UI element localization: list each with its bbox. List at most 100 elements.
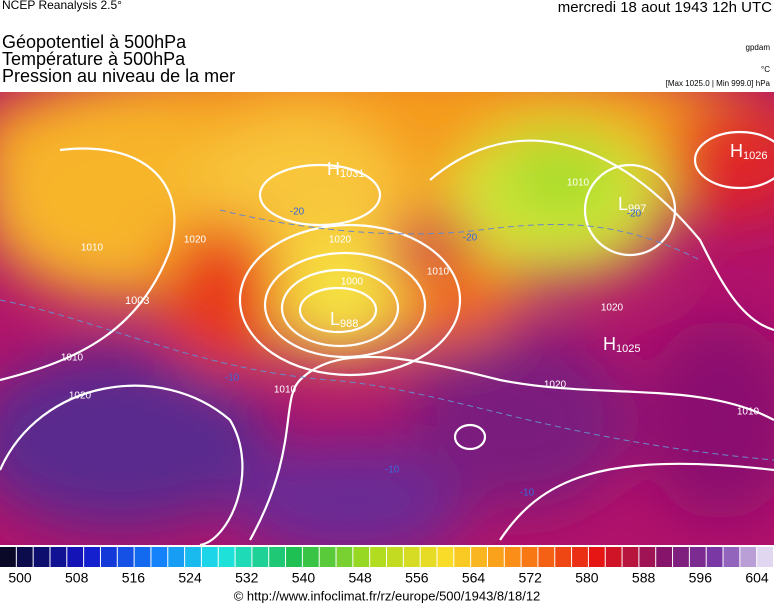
color-swatch (605, 547, 622, 567)
center-value: 1025 (616, 343, 640, 355)
color-swatch (100, 547, 117, 567)
footer: © http://www.infoclimat.fr/rz/europe/500… (234, 588, 541, 603)
color-swatch (504, 547, 521, 567)
title-line: Pression au niveau de la mer (2, 66, 235, 86)
center-letter: H (730, 141, 743, 161)
isobar-label: 1020 (184, 235, 207, 246)
center-letter: H (603, 334, 616, 354)
color-swatch (84, 547, 100, 567)
color-swatch (67, 547, 84, 567)
colorbar-label: 524 (178, 570, 202, 586)
colorbar-label: 596 (689, 570, 713, 586)
center-letter: H (327, 159, 340, 179)
center-value: 1026 (743, 150, 767, 162)
isobar-label: 1020 (329, 235, 352, 246)
color-swatch (0, 547, 16, 567)
color-swatch (656, 547, 673, 567)
color-swatch (689, 547, 706, 567)
color-swatch (353, 547, 370, 567)
color-swatch (757, 547, 773, 567)
color-swatch (487, 547, 504, 567)
color-swatch (572, 547, 588, 567)
isotherm-label: -20 (627, 209, 642, 220)
center-letter: L (618, 194, 628, 214)
color-swatch (252, 547, 269, 567)
color-swatch (50, 547, 67, 567)
color-swatch (723, 547, 740, 567)
title-line: Température à 500hPa (2, 49, 186, 69)
colorbar-label: 532 (235, 570, 259, 586)
pressure-center: H1026 (730, 141, 767, 162)
colorbar-label: 572 (519, 570, 543, 586)
color-swatch (622, 547, 639, 567)
center-value: 988 (340, 318, 358, 330)
color-swatch (387, 547, 403, 567)
isotherm-label: -10 (225, 373, 240, 384)
color-swatch (673, 547, 689, 567)
isobar-label: 1020 (544, 380, 567, 391)
color-swatch (33, 547, 50, 567)
color-swatch (201, 547, 218, 567)
center-value: 997 (628, 203, 646, 215)
color-swatch (185, 547, 201, 567)
colorbar-label: 604 (745, 570, 769, 586)
color-swatch (269, 547, 286, 567)
colorbar-label: 564 (462, 570, 486, 586)
color-swatch (151, 547, 168, 567)
isobar-label: 1020 (69, 391, 92, 402)
colorbar-label: 556 (405, 570, 429, 586)
center-letter: L (330, 309, 340, 329)
pressure-center: H1031 (327, 159, 364, 180)
colorbar-label: 500 (8, 570, 32, 586)
color-swatch (706, 547, 723, 567)
isobar-label: 1010 (274, 385, 297, 396)
isotherm-label: -20 (463, 233, 478, 244)
colorbar-label: 540 (292, 570, 316, 586)
color-swatch (218, 547, 235, 567)
color-swatch (134, 547, 151, 567)
color-swatch (336, 547, 353, 567)
color-swatch (521, 547, 538, 567)
colorbar-label: 508 (65, 570, 89, 586)
isobar-label: 1000 (341, 277, 364, 288)
color-swatch (370, 547, 386, 567)
color-swatch (538, 547, 555, 567)
color-swatch (420, 547, 437, 567)
colorbar-label: 548 (348, 570, 372, 586)
color-swatch (639, 547, 656, 567)
isobar-label: 1010 (737, 407, 760, 418)
colorbar-label: 516 (122, 570, 146, 586)
isobars (0, 130, 774, 545)
source: NCEP Reanalysis 2.5° (2, 0, 122, 12)
center-value: 1003 (125, 295, 149, 307)
pressure-center: L997 (618, 194, 646, 215)
color-swatch (117, 547, 134, 567)
color-swatch (319, 547, 336, 567)
color-swatch (403, 547, 420, 567)
isotherm-label: -20 (290, 207, 305, 218)
color-swatch (454, 547, 471, 567)
title-line: Géopotentiel à 500hPa (2, 32, 187, 52)
isobar-label: 1010 (427, 267, 450, 278)
map (0, 92, 774, 545)
color-swatch (555, 547, 572, 567)
colorbar-label: 588 (632, 570, 656, 586)
isobar-label: 1010 (61, 353, 84, 364)
unit-label: gpdam (746, 43, 771, 52)
pressure-center: 1003 (125, 295, 149, 307)
color-swatch (437, 547, 454, 567)
color-swatch (740, 547, 757, 567)
unit-label: [Max 1025.0 | Min 999.0] hPa (666, 79, 771, 88)
isotherm-label: -10 (385, 465, 400, 476)
pressure-center: L988 (330, 309, 358, 330)
isotherm-label: -10 (520, 488, 535, 499)
pressure-center: H1025 (603, 334, 640, 355)
color-swatch (302, 547, 319, 567)
unit-label: °C (761, 65, 770, 74)
color-swatch (588, 547, 605, 567)
color-swatch (235, 547, 252, 567)
colorbar-label: 580 (575, 570, 599, 586)
color-swatch (471, 547, 487, 567)
color-swatch (286, 547, 302, 567)
